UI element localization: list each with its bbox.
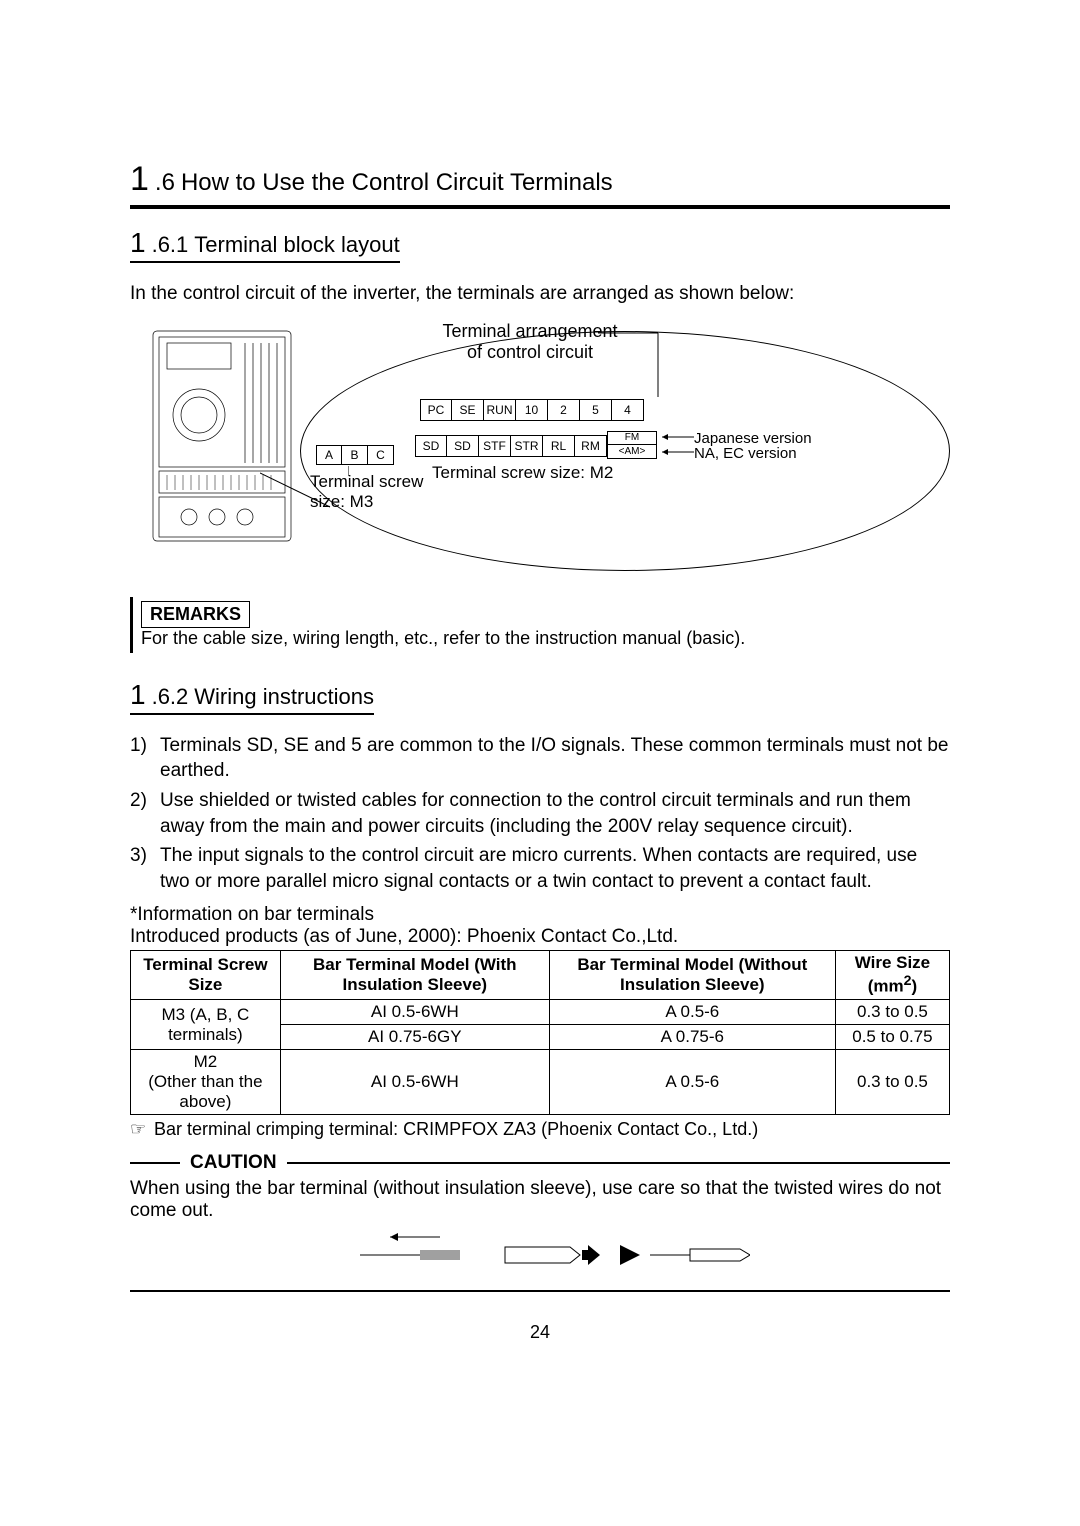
subheading-suffix: .6.2 <box>152 684 189 710</box>
subheading-text: Terminal block layout <box>194 232 399 258</box>
terminal-cell: SE <box>452 399 484 421</box>
table-cell: 0.3 to 0.5 <box>835 1000 949 1025</box>
terminal-cell: STF <box>479 435 511 457</box>
table-cell: AI 0.5-6WH <box>280 1000 549 1025</box>
subsection-heading: 1.6.1 Terminal block layout <box>130 227 400 263</box>
terminal-cell: 2 <box>548 399 580 421</box>
terminal-row-bottom: SD SD STF STR RL RM RH <box>415 435 639 457</box>
terminal-cell: RL <box>543 435 575 457</box>
table-header: Bar Terminal Model (Without Insulation S… <box>549 951 835 1000</box>
table-cell: A 0.5-6 <box>549 1050 835 1115</box>
terminal-diagram: Terminal arrangement of control circuit … <box>130 317 950 577</box>
subheading-suffix: .6.1 <box>152 232 189 258</box>
leader-line-icon <box>598 327 678 407</box>
caution-title: CAUTION <box>190 1152 277 1174</box>
am-label: <AM> <box>607 445 657 459</box>
list-number: 1) <box>130 733 160 784</box>
terminal-cell: SD <box>415 435 447 457</box>
table-cell: 0.3 to 0.5 <box>835 1050 949 1115</box>
wiring-instructions-list: 1) Terminals SD, SE and 5 are common to … <box>130 733 950 895</box>
subheading-text: Wiring instructions <box>194 684 374 710</box>
terminal-cell: 5 <box>580 399 612 421</box>
arrow-icon <box>658 432 696 462</box>
table-cell: AI 0.5-6WH <box>280 1050 549 1115</box>
heading-text: How to Use the Control Circuit Terminals <box>181 169 613 197</box>
bar-terminal-note: *Information on bar terminals <box>130 904 950 926</box>
table-header: Bar Terminal Model (With Insulation Slee… <box>280 951 549 1000</box>
list-item: 3) The input signals to the control circ… <box>130 843 950 894</box>
list-number: 3) <box>130 843 160 894</box>
subheading-number: 1 <box>130 679 146 711</box>
heading-suffix: .6 <box>155 169 175 197</box>
bar-terminal-diagram-icon <box>330 1231 750 1271</box>
terminal-cell: 4 <box>612 399 644 421</box>
terminal-cell: C <box>368 445 394 465</box>
subsection-heading: 1.6.2 Wiring instructions <box>130 679 374 715</box>
terminal-cell: A <box>316 445 342 465</box>
page-number: 24 <box>130 1322 950 1343</box>
terminal-cell: RM <box>575 435 607 457</box>
heading-number: 1 <box>130 160 149 199</box>
screw-size-m2-label: Terminal screw size: M2 <box>432 463 613 483</box>
fm-label: FM <box>607 431 657 445</box>
section-heading: 1.6 How to Use the Control Circuit Termi… <box>130 160 950 209</box>
rule-icon <box>287 1162 950 1164</box>
table-row: M3 (A, B, C terminals) AI 0.5-6WH A 0.5-… <box>131 1000 950 1025</box>
pointing-hand-icon: ☞ <box>130 1119 150 1140</box>
list-item: 1) Terminals SD, SE and 5 are common to … <box>130 733 950 784</box>
leader-line-icon <box>348 466 368 478</box>
caution-diagram <box>130 1226 950 1276</box>
list-text: Use shielded or twisted cables for conne… <box>160 788 950 839</box>
table-cell: M3 (A, B, C terminals) <box>131 1000 281 1050</box>
terminal-row-abc: A B C <box>316 445 394 465</box>
subheading-number: 1 <box>130 227 146 259</box>
table-cell: AI 0.75-6GY <box>280 1025 549 1050</box>
na-ec-version-label: NA, EC version <box>694 445 797 462</box>
remarks-title: REMARKS <box>141 601 250 628</box>
list-number: 2) <box>130 788 160 839</box>
remarks-box: REMARKS For the cable size, wiring lengt… <box>130 597 950 653</box>
rule-icon <box>130 1162 180 1164</box>
table-row: M2(Other than the above) AI 0.5-6WH A 0.… <box>131 1050 950 1115</box>
screw-m3-line2: size: M3 <box>310 492 373 511</box>
table-cell: 0.5 to 0.75 <box>835 1025 949 1050</box>
caution-body-text: When using the bar terminal (without ins… <box>130 1178 941 1221</box>
caution-box: CAUTION When using the bar terminal (wit… <box>130 1152 950 1292</box>
terminal-cell: 10 <box>516 399 548 421</box>
screw-size-m3-label: Terminal screw size: M3 <box>310 472 450 512</box>
remarks-body-text: For the cable size, wiring length, etc.,… <box>141 628 745 648</box>
diagram-top-label-line1: Terminal arrangement <box>442 321 617 341</box>
terminal-cell: STR <box>511 435 543 457</box>
table-footnote: ☞Bar terminal crimping terminal: CRIMPFO… <box>130 1119 950 1140</box>
table-cell: M2(Other than the above) <box>131 1050 281 1115</box>
fm-am-box: FM <AM> <box>607 431 657 459</box>
table-cell: A 0.5-6 <box>549 1000 835 1025</box>
intro-text: In the control circuit of the inverter, … <box>130 281 950 307</box>
list-text: The input signals to the control circuit… <box>160 843 950 894</box>
bar-terminal-table: Terminal Screw Size Bar Terminal Model (… <box>130 950 950 1115</box>
table-cell: A 0.75-6 <box>549 1025 835 1050</box>
list-item: 2) Use shielded or twisted cables for co… <box>130 788 950 839</box>
table-header: Wire Size (mm2) <box>835 951 949 1000</box>
list-text: Terminals SD, SE and 5 are common to the… <box>160 733 950 784</box>
diagram-top-label-line2: of control circuit <box>467 342 593 362</box>
terminal-row-top: PC SE RUN 10 2 5 4 <box>420 399 644 421</box>
terminal-cell: SD <box>447 435 479 457</box>
terminal-cell: PC <box>420 399 452 421</box>
products-intro: Introduced products (as of June, 2000): … <box>130 926 950 948</box>
footnote-text: Bar terminal crimping terminal: CRIMPFOX… <box>154 1119 758 1139</box>
terminal-cell: B <box>342 445 368 465</box>
terminal-cell: RUN <box>484 399 516 421</box>
table-header: Terminal Screw Size <box>131 951 281 1000</box>
